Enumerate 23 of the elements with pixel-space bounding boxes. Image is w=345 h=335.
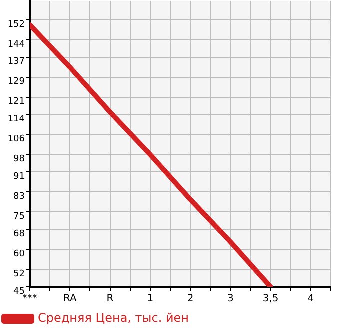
y-tick-label: 68: [14, 229, 26, 240]
x-tick-label: R: [106, 294, 114, 305]
y-tick-label: 129: [8, 77, 26, 88]
x-tick-label: RA: [63, 294, 77, 305]
x-tick-label: 4: [308, 294, 314, 305]
x-tick-label: 3: [227, 294, 234, 305]
y-tick-label: 83: [14, 192, 25, 202]
y-tick-label: 60: [14, 249, 26, 260]
y-tick-label: 152: [8, 20, 25, 30]
y-tick-label: 52: [14, 269, 25, 280]
legend-label: Средняя Цена, тыс. йен: [38, 311, 190, 326]
x-tick-label: 3,5: [262, 294, 279, 305]
y-tick-label: 106: [8, 134, 26, 145]
y-tick-label: 121: [8, 97, 25, 108]
x-tick-label: ***: [22, 294, 38, 305]
y-tick-label: 75: [14, 212, 25, 222]
y-tick-label: 98: [14, 154, 26, 165]
y-tick-label: 137: [8, 57, 25, 68]
y-tick-label: 144: [8, 40, 26, 50]
y-tick-label: 114: [8, 114, 26, 125]
y-tick-label: 91: [14, 172, 25, 182]
x-tick-label: 2: [187, 294, 194, 305]
x-tick-label: 1: [147, 294, 154, 305]
